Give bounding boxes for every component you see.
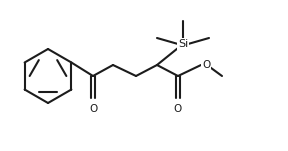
Text: Si: Si — [178, 39, 188, 49]
Text: O: O — [174, 104, 182, 114]
Text: O: O — [202, 60, 210, 70]
Text: O: O — [89, 104, 97, 114]
